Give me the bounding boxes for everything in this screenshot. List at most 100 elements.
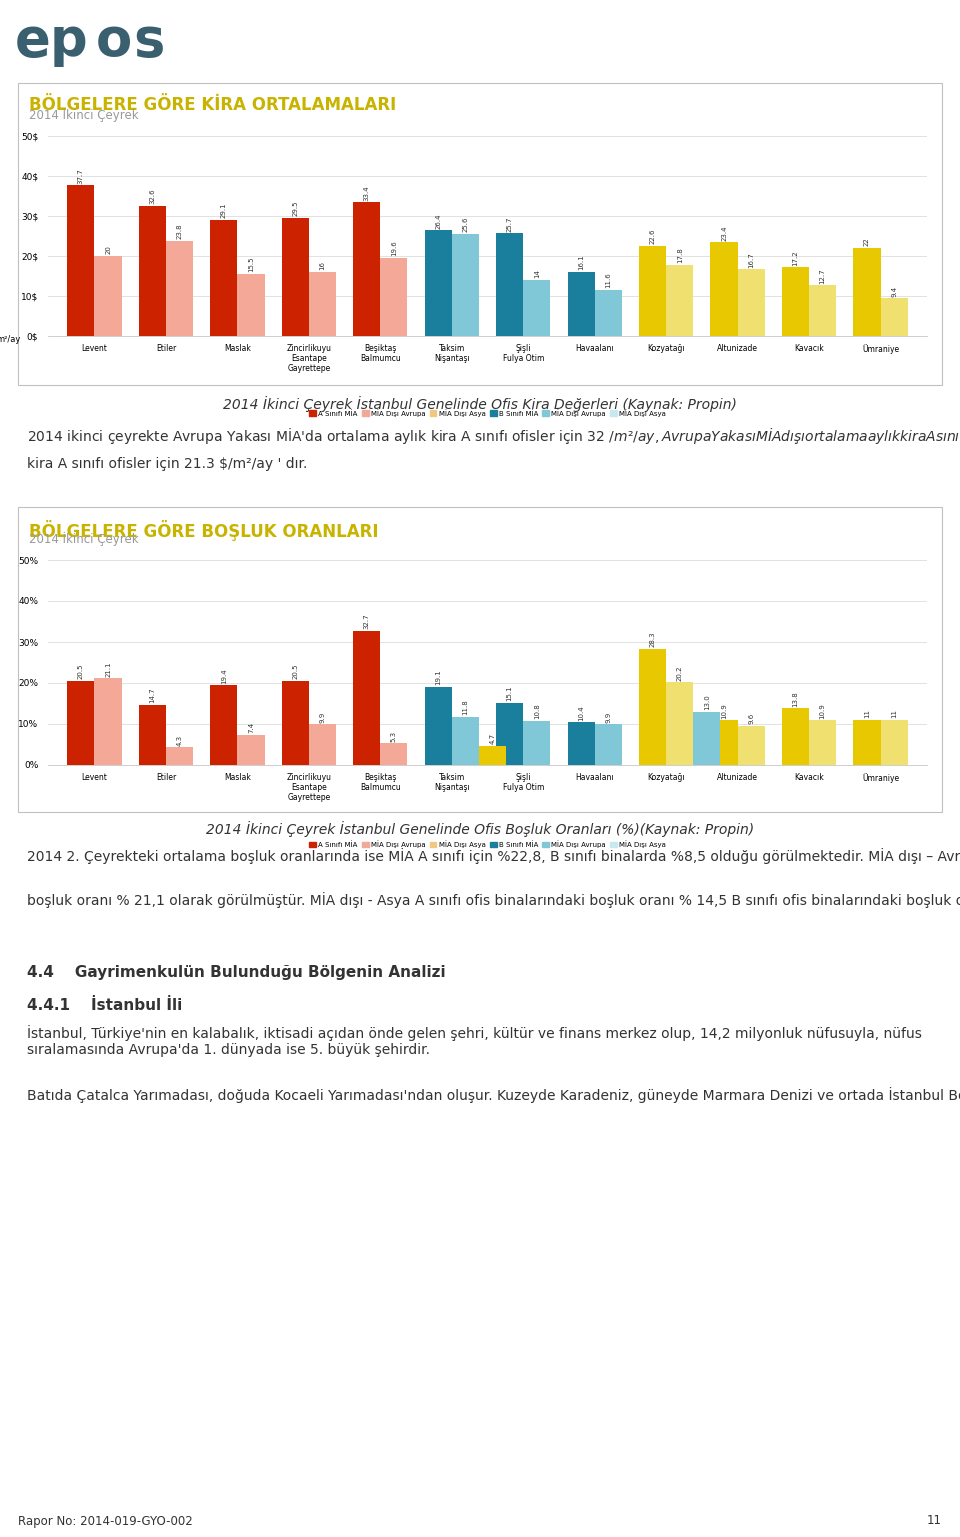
Text: 32.6: 32.6 [150,189,156,204]
Bar [782,267,809,337]
Bar [479,745,506,765]
Text: 2014 İkinci Çeyrek: 2014 İkinci Çeyrek [29,532,139,546]
Text: 11: 11 [927,1514,942,1528]
Text: 13.0: 13.0 [704,695,709,710]
Text: 9.9: 9.9 [605,712,612,722]
Text: 7.4: 7.4 [248,722,254,733]
Text: 33.4: 33.4 [364,184,370,201]
Bar [166,747,193,765]
Bar [424,687,452,765]
Text: 23.8: 23.8 [177,223,182,240]
Text: BÖLGELERE GÖRE KİRA ORTALAMALARI: BÖLGELERE GÖRE KİRA ORTALAMALARI [29,95,396,114]
Text: 20.2: 20.2 [677,666,683,681]
Text: 15.1: 15.1 [507,686,513,701]
Text: 14.7: 14.7 [150,687,156,702]
Bar [210,220,237,337]
Text: 2014 İkinci Çeyrek İstanbul Genelinde Ofis Boşluk Oranları (%)(Kaynak: Propin): 2014 İkinci Çeyrek İstanbul Genelinde Of… [206,821,754,838]
Bar [809,286,836,337]
Legend: A Sınıfı MİA, MİA Dışı Avrupa, MİA Dışı Asya, B Sınıfı MİA, MİA Dışı Avrupa, MİA: A Sınıfı MİA, MİA Dışı Avrupa, MİA Dışı … [309,409,666,417]
Text: Rapor No: 2014-019-GYO-002: Rapor No: 2014-019-GYO-002 [18,1514,193,1528]
Text: 19.6: 19.6 [391,240,396,257]
Text: 11: 11 [891,709,898,718]
Text: 37.7: 37.7 [78,168,84,183]
Bar [639,649,666,765]
Text: 2014 İkinci Çeyrek İstanbul Genelinde Ofis Kira Değerleri (Kaynak: Propin): 2014 İkinci Çeyrek İstanbul Genelinde Of… [223,397,737,412]
Bar [523,721,550,765]
Text: 13.8: 13.8 [793,692,799,707]
Bar [639,246,666,337]
Text: 25.6: 25.6 [463,217,468,232]
Bar [67,184,94,337]
Text: 22.6: 22.6 [650,229,656,244]
Bar [737,725,765,765]
Bar [880,298,908,337]
Bar [710,243,737,337]
Text: 16.1: 16.1 [578,254,584,271]
Bar [567,272,594,337]
Text: İstanbul, Türkiye'nin en kalabalık, iktisadi açıdan önde gelen şehri, kültür ve : İstanbul, Türkiye'nin en kalabalık, ikti… [27,1025,923,1057]
Text: e: e [14,15,51,68]
Bar [281,218,309,337]
Text: 5.3: 5.3 [391,730,396,742]
Text: 20.5: 20.5 [78,664,84,679]
Bar [424,231,452,337]
Text: 20: 20 [105,246,111,255]
Bar [666,264,693,337]
Text: o: o [96,15,132,68]
Bar [452,716,479,765]
Bar [139,705,166,765]
Bar [782,709,809,765]
Text: 9.6: 9.6 [748,713,755,724]
Bar [809,721,836,765]
Text: 9.4: 9.4 [891,286,898,297]
Text: 16.7: 16.7 [748,252,755,267]
Text: 23.4: 23.4 [721,226,727,241]
Bar [353,203,380,337]
Bar [67,681,94,765]
Bar [237,274,265,337]
Text: boşluk oranı % 21,1 olarak görülmüştür. MİA dışı - Asya A sınıfı ofis binalarınd: boşluk oranı % 21,1 olarak görülmüştür. … [27,891,960,908]
Text: 4.3: 4.3 [177,735,182,745]
Bar [380,744,407,765]
Bar [309,724,336,765]
Text: 17.2: 17.2 [793,251,799,266]
Bar [594,289,622,337]
Bar [94,257,122,337]
Text: 4.4    Gayrimenkulün Bulunduğu Bölgenin Analizi: 4.4 Gayrimenkulün Bulunduğu Bölgenin Ana… [27,965,445,981]
Bar [567,722,594,765]
Legend: A Sınıfı MİA, MİA Dışı Avrupa, MİA Dışı Asya, B Sınıfı MİA, MİA Dışı Avrupa, MİA: A Sınıfı MİA, MİA Dışı Avrupa, MİA Dışı … [309,839,666,847]
Bar [666,682,693,765]
Text: 29.1: 29.1 [221,203,227,218]
Text: 2014 ikinci çeyrekte Avrupa Yakası MİA'da ortalama aylık kira A sınıfı ofisler i: 2014 ikinci çeyrekte Avrupa Yakası MİA'd… [27,426,960,446]
Bar [496,702,523,765]
Bar [309,272,336,337]
Bar [523,280,550,337]
Text: 21.1: 21.1 [105,661,111,676]
Text: 26.4: 26.4 [435,214,442,229]
Text: 14: 14 [534,269,540,278]
Text: 4.4.1    İstanbul İli: 4.4.1 İstanbul İli [27,998,182,1013]
Y-axis label: m²/ay: m²/ay [0,335,20,344]
Text: 10.4: 10.4 [578,705,584,721]
Text: 20.5: 20.5 [292,664,299,679]
Text: 11.6: 11.6 [605,272,612,287]
Text: kira A sınıfı ofisler için 21.3 $/m²/ay ' dır.: kira A sınıfı ofisler için 21.3 $/m²/ay … [27,456,307,470]
Text: 2014 İkinci Çeyrek: 2014 İkinci Çeyrek [29,109,139,123]
Text: 28.3: 28.3 [650,632,656,647]
Bar [166,241,193,337]
Text: 2014 2. Çeyrekteki ortalama boşluk oranlarında ise MİA A sınıfı için %22,8, B sı: 2014 2. Çeyrekteki ortalama boşluk oranl… [27,848,960,864]
Bar [237,735,265,765]
Bar [737,269,765,337]
Bar [853,247,880,337]
Text: p: p [50,15,87,68]
Text: s: s [133,15,164,68]
Text: 15.5: 15.5 [248,257,254,272]
Bar [710,721,737,765]
Bar [94,678,122,765]
Bar [353,630,380,765]
Bar [496,234,523,337]
Text: 4.7: 4.7 [490,733,495,744]
Bar [210,686,237,765]
Text: 22: 22 [864,238,870,246]
Bar [853,719,880,765]
